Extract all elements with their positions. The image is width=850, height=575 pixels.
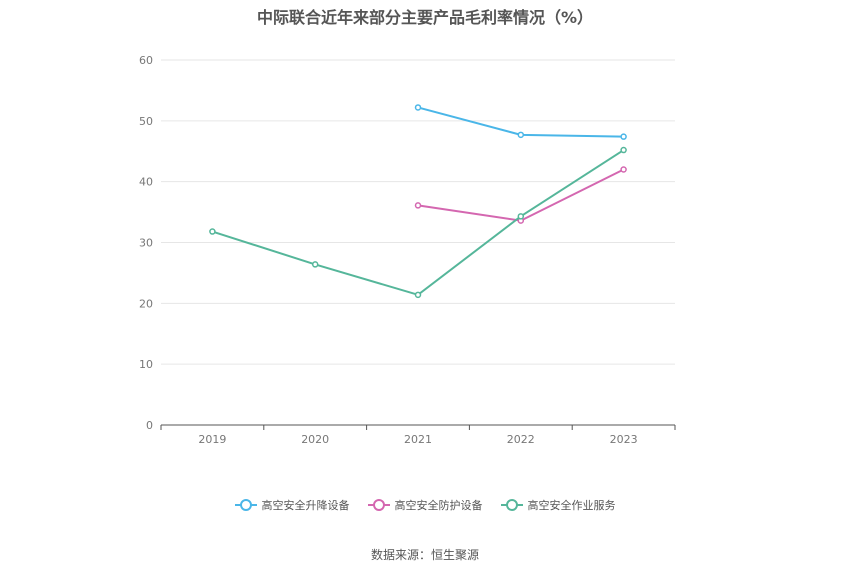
series-line-3 (212, 149, 625, 296)
y-tick-label: 30 (139, 237, 153, 250)
legend-item-2[interactable]: 高空安全防护设备 (367, 497, 483, 513)
legend-marker-icon (234, 499, 257, 511)
y-tick-label: 0 (146, 419, 153, 432)
series-line-2 (417, 168, 625, 222)
y-tick-label: 20 (139, 297, 153, 310)
legend-item-1[interactable]: 高空安全升降设备 (234, 497, 350, 513)
y-tick-label: 10 (139, 358, 153, 371)
data-point[interactable] (414, 202, 422, 209)
legend: 高空安全升降设备 高空安全防护设备 高空安全作业服务 (0, 497, 850, 513)
grid-layer (161, 59, 675, 365)
y-tick-label: 40 (139, 176, 153, 189)
x-tick-label: 2019 (198, 433, 226, 446)
legend-label: 高空安全防护设备 (394, 499, 483, 512)
axis-layer: 0 10 20 30 40 50 60 2019 2020 2021 2022 2023 (139, 54, 676, 446)
data-point[interactable] (209, 228, 216, 235)
x-tick-label: 2023 (610, 433, 638, 446)
legend-marker-icon (500, 499, 523, 511)
legend-item-3[interactable]: 高空安全作业服务 (500, 497, 616, 513)
data-point[interactable] (517, 131, 525, 139)
series-layer (209, 104, 627, 299)
data-point[interactable] (620, 166, 627, 173)
line-chart: 0 10 20 30 40 50 60 2019 2020 2021 2022 2023 (139, 54, 676, 446)
data-point[interactable] (414, 104, 422, 111)
data-point[interactable] (311, 261, 319, 268)
y-tick-label: 50 (139, 115, 153, 128)
y-tick-label: 60 (139, 54, 153, 67)
data-point[interactable] (620, 133, 627, 140)
legend-label: 高空安全升降设备 (261, 499, 350, 512)
data-point[interactable] (414, 291, 422, 299)
data-point[interactable] (620, 146, 627, 154)
chart-title: 中际联合近年来部分主要产品毛利率情况（%） (256, 8, 594, 27)
legend-marker-icon (367, 499, 390, 511)
x-tick-label: 2021 (404, 433, 432, 446)
data-point[interactable] (517, 213, 525, 220)
legend-label: 高空安全作业服务 (527, 499, 616, 512)
x-tick-label: 2020 (301, 433, 329, 446)
x-tick-label: 2022 (507, 433, 535, 446)
data-source: 数据来源：恒生聚源 (370, 548, 479, 562)
